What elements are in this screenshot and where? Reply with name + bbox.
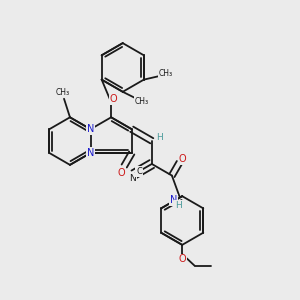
Text: CH₃: CH₃ (56, 88, 70, 97)
Text: O: O (178, 154, 186, 164)
Text: N: N (87, 148, 94, 158)
Text: O: O (110, 94, 117, 104)
Text: O: O (117, 168, 125, 178)
Text: C: C (136, 167, 142, 176)
Text: N: N (169, 195, 177, 205)
Text: H: H (156, 133, 163, 142)
Text: CH₃: CH₃ (135, 97, 149, 106)
Text: N: N (87, 124, 94, 134)
Text: N: N (129, 174, 136, 183)
Text: O: O (178, 254, 186, 265)
Text: H: H (175, 201, 182, 210)
Text: CH₃: CH₃ (158, 69, 172, 78)
